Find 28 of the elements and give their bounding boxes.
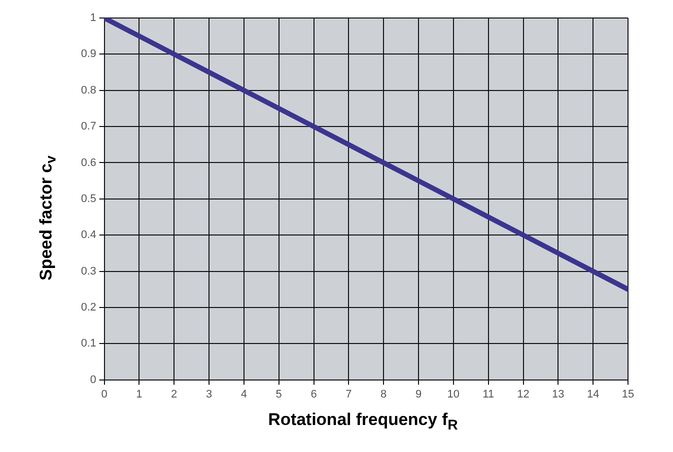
- x-tick-label: 15: [622, 388, 634, 400]
- y-tick-label: 0.8: [80, 84, 96, 96]
- x-tick-label: 14: [586, 388, 600, 400]
- x-tick-label: 6: [310, 388, 317, 400]
- x-tick-label: 1: [136, 388, 142, 400]
- x-tick-label: 10: [447, 388, 460, 400]
- y-tick-label: 0.4: [80, 229, 96, 242]
- x-tick-label: 2: [171, 388, 178, 400]
- y-tick-label: 1: [90, 12, 96, 24]
- y-tick-label: 0.2: [80, 301, 96, 314]
- x-axis-title: Rotational frequency f$_{R}$: [267, 410, 459, 434]
- x-tick-label: 3: [206, 388, 212, 400]
- x-tick-label: 13: [552, 388, 564, 400]
- x-tick-label: 5: [276, 388, 282, 400]
- x-tick-label: 12: [517, 388, 530, 400]
- y-tick-label: 0.5: [80, 192, 96, 205]
- x-tick-label: 4: [240, 388, 248, 400]
- x-tick-label: 7: [346, 388, 352, 400]
- y-tick-label: 0.6: [80, 156, 96, 169]
- y-tick-label: 0.9: [80, 48, 96, 60]
- x-tick-label: 8: [380, 388, 387, 400]
- x-tick-label: 0: [101, 388, 108, 400]
- y-tick-label: 0: [90, 374, 96, 386]
- x-tick-label: 11: [482, 388, 494, 400]
- x-tick-label: 9: [415, 388, 422, 400]
- y-tick-label: 0.3: [80, 265, 96, 278]
- y-tick-label: 0.1: [80, 338, 96, 350]
- y-tick-label: 0.7: [80, 120, 96, 133]
